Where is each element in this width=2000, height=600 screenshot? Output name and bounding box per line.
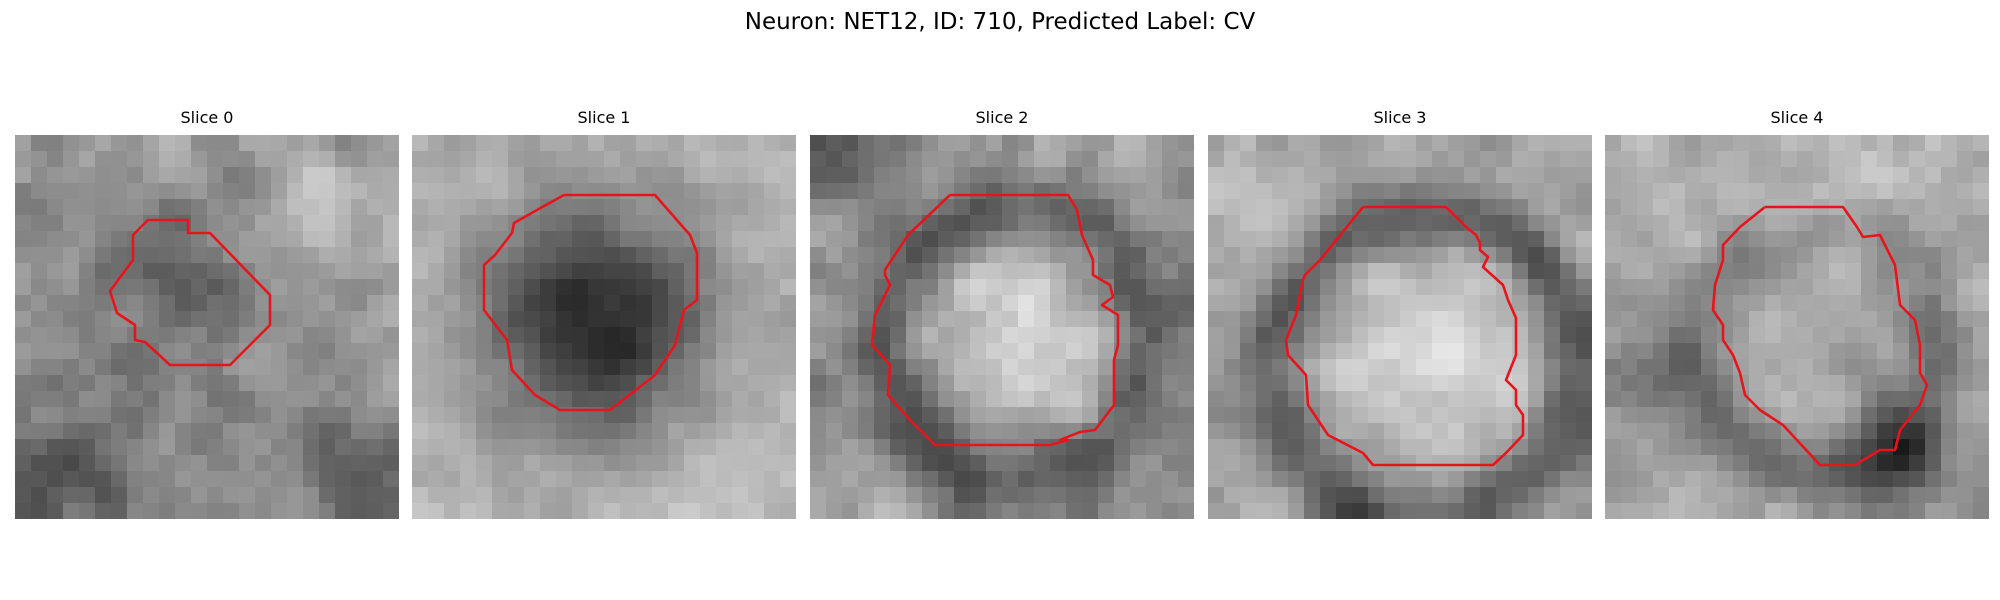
slice-image bbox=[412, 135, 796, 519]
slice-image bbox=[810, 135, 1194, 519]
roi-contour-slice-0 bbox=[108, 218, 272, 367]
slice-image bbox=[1605, 135, 1989, 519]
roi-contour-slice-3 bbox=[1284, 205, 1525, 467]
em-image-slice-4 bbox=[1605, 135, 1989, 519]
slice-panel-3: Slice 3 bbox=[1208, 108, 1592, 519]
slice-title: Slice 1 bbox=[577, 108, 631, 127]
em-image-slice-3 bbox=[1208, 135, 1592, 519]
em-image-slice-0 bbox=[15, 135, 399, 519]
slice-panel-0: Slice 0 bbox=[15, 108, 399, 519]
roi-contour-slice-2 bbox=[870, 193, 1120, 447]
slice-title: Slice 2 bbox=[975, 108, 1029, 127]
slice-title: Slice 0 bbox=[180, 108, 234, 127]
slice-panel-4: Slice 4 bbox=[1605, 108, 1989, 519]
roi-contour-slice-1 bbox=[482, 193, 699, 412]
slice-panel-2: Slice 2 bbox=[810, 108, 1194, 519]
slice-panel-1: Slice 1 bbox=[412, 108, 796, 519]
slice-image bbox=[1208, 135, 1592, 519]
slice-title: Slice 3 bbox=[1373, 108, 1427, 127]
em-image-slice-1 bbox=[412, 135, 796, 519]
roi-contour-slice-4 bbox=[1711, 205, 1929, 467]
figure-title: Neuron: NET12, ID: 710, Predicted Label:… bbox=[744, 9, 1256, 35]
slice-image bbox=[15, 135, 399, 519]
slice-title: Slice 4 bbox=[1770, 108, 1824, 127]
